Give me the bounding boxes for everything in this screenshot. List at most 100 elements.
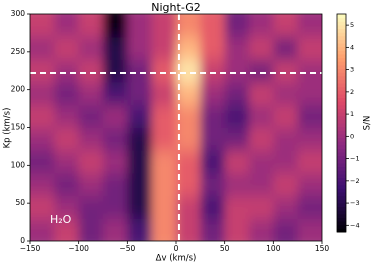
colorbar-segment [337,228,346,233]
x-tick-label: −50 [119,244,135,253]
heatmap-cell [78,14,104,38]
heatmap-cell [78,127,104,151]
heatmap-cell [54,36,80,60]
heatmap-cell [103,14,128,38]
heatmap-cell [224,14,250,38]
colorbar-segment [337,148,346,153]
heatmap-cell [78,150,104,174]
heatmap-cell [127,36,153,60]
heatmap-cell [78,195,104,219]
heatmap-cell [78,172,104,197]
colorbar-segment [337,93,346,99]
heatmap-cell [249,82,274,106]
heatmap-cell [127,104,153,128]
heatmap-cell [297,150,322,174]
colorbar-segment [337,192,346,197]
heatmap-cell [30,104,55,128]
colorbar-segment [337,61,346,66]
colorbar-segment [337,119,346,124]
colorbar-segment [337,46,346,51]
heatmap-cell [224,104,250,128]
heatmap-cell [200,172,226,197]
colorbar-segment [337,133,346,139]
colorbar-segment [337,72,346,77]
heatmap-cell [151,36,177,60]
heatmap-cell [54,14,80,38]
heatmap-cell [176,218,201,241]
x-axis-label: Δv (km/s) [156,254,197,264]
colorbar-segment [337,64,346,69]
colorbar-segment [337,101,346,106]
y-tick-label: 100 [11,160,26,169]
colorbar-segment [337,170,346,175]
heatmap-cell [151,104,177,128]
colorbar-segment [337,130,346,135]
heatmap-cell [273,36,299,60]
heatmap-cell [224,82,250,106]
heatmap-cell [151,59,177,83]
colorbar-label: S/N [363,116,373,131]
colorbar-segment [337,184,346,189]
heatmap-cell [224,195,250,219]
x-tick-label: 100 [266,244,281,253]
heatmap-cell [127,218,153,241]
heatmap-cell [273,172,299,197]
heatmap-cell [273,127,299,151]
colorbar-segment [337,221,346,226]
heatmap-cell [127,14,153,38]
heatmap-cell [54,218,80,241]
heatmap-cell [273,150,299,174]
heatmap-cell [127,82,153,106]
x-tick-label: 0 [174,244,179,253]
heatmap-cell [103,127,128,151]
heatmap-cell [224,36,250,60]
annotation: H₂O [50,213,72,226]
heatmap-cell [30,195,55,219]
heatmap-cell [151,14,177,38]
heatmap-cell [200,36,226,60]
heatmap-cell [249,127,274,151]
heatmap-cell [176,59,201,83]
heatmap-cell [273,14,299,38]
colorbar-segment [337,79,346,84]
heatmap-cell [30,218,55,241]
heatmap-cell [224,150,250,174]
colorbar-segment [337,181,346,186]
heatmap-cell [54,150,80,174]
heatmap-cell [54,104,80,128]
heatmap-cell [127,195,153,219]
heatmap-cell [297,82,322,106]
heatmap-cell [200,150,226,174]
heatmap-cell [200,14,226,38]
heatmap-cell [176,150,201,174]
colorbar-segment [337,159,346,164]
heatmap-cell [54,59,80,83]
colorbar-segment [337,108,346,113]
heatmap-cell [54,82,80,106]
heatmap-cell [151,218,177,241]
colorbar-segment [337,24,346,30]
heatmap-cell [249,104,274,128]
colorbar-segment [337,188,346,193]
heatmap-cell [176,127,201,151]
heatmap-cell [224,172,250,197]
colorbar-tick-label: 0 [350,132,354,140]
x-tick-label: −100 [68,244,89,253]
colorbar-segment [337,177,346,182]
heatmap-cell [103,172,128,197]
heatmap-cell [273,104,299,128]
colorbar-tick-label: 4 [350,43,354,51]
heatmap-cell [78,36,104,60]
heatmap-cell [273,195,299,219]
heatmap-cell [30,82,55,106]
colorbar-segment [337,123,346,128]
heatmap-cell [297,218,322,241]
colorbar-segment [337,202,346,208]
heatmap-cell [249,59,274,83]
heatmap-cell [127,150,153,174]
colorbar-segment [337,206,346,211]
y-tick-label: 300 [11,9,26,18]
colorbar-segment [337,112,346,117]
heatmap-cell [54,172,80,197]
